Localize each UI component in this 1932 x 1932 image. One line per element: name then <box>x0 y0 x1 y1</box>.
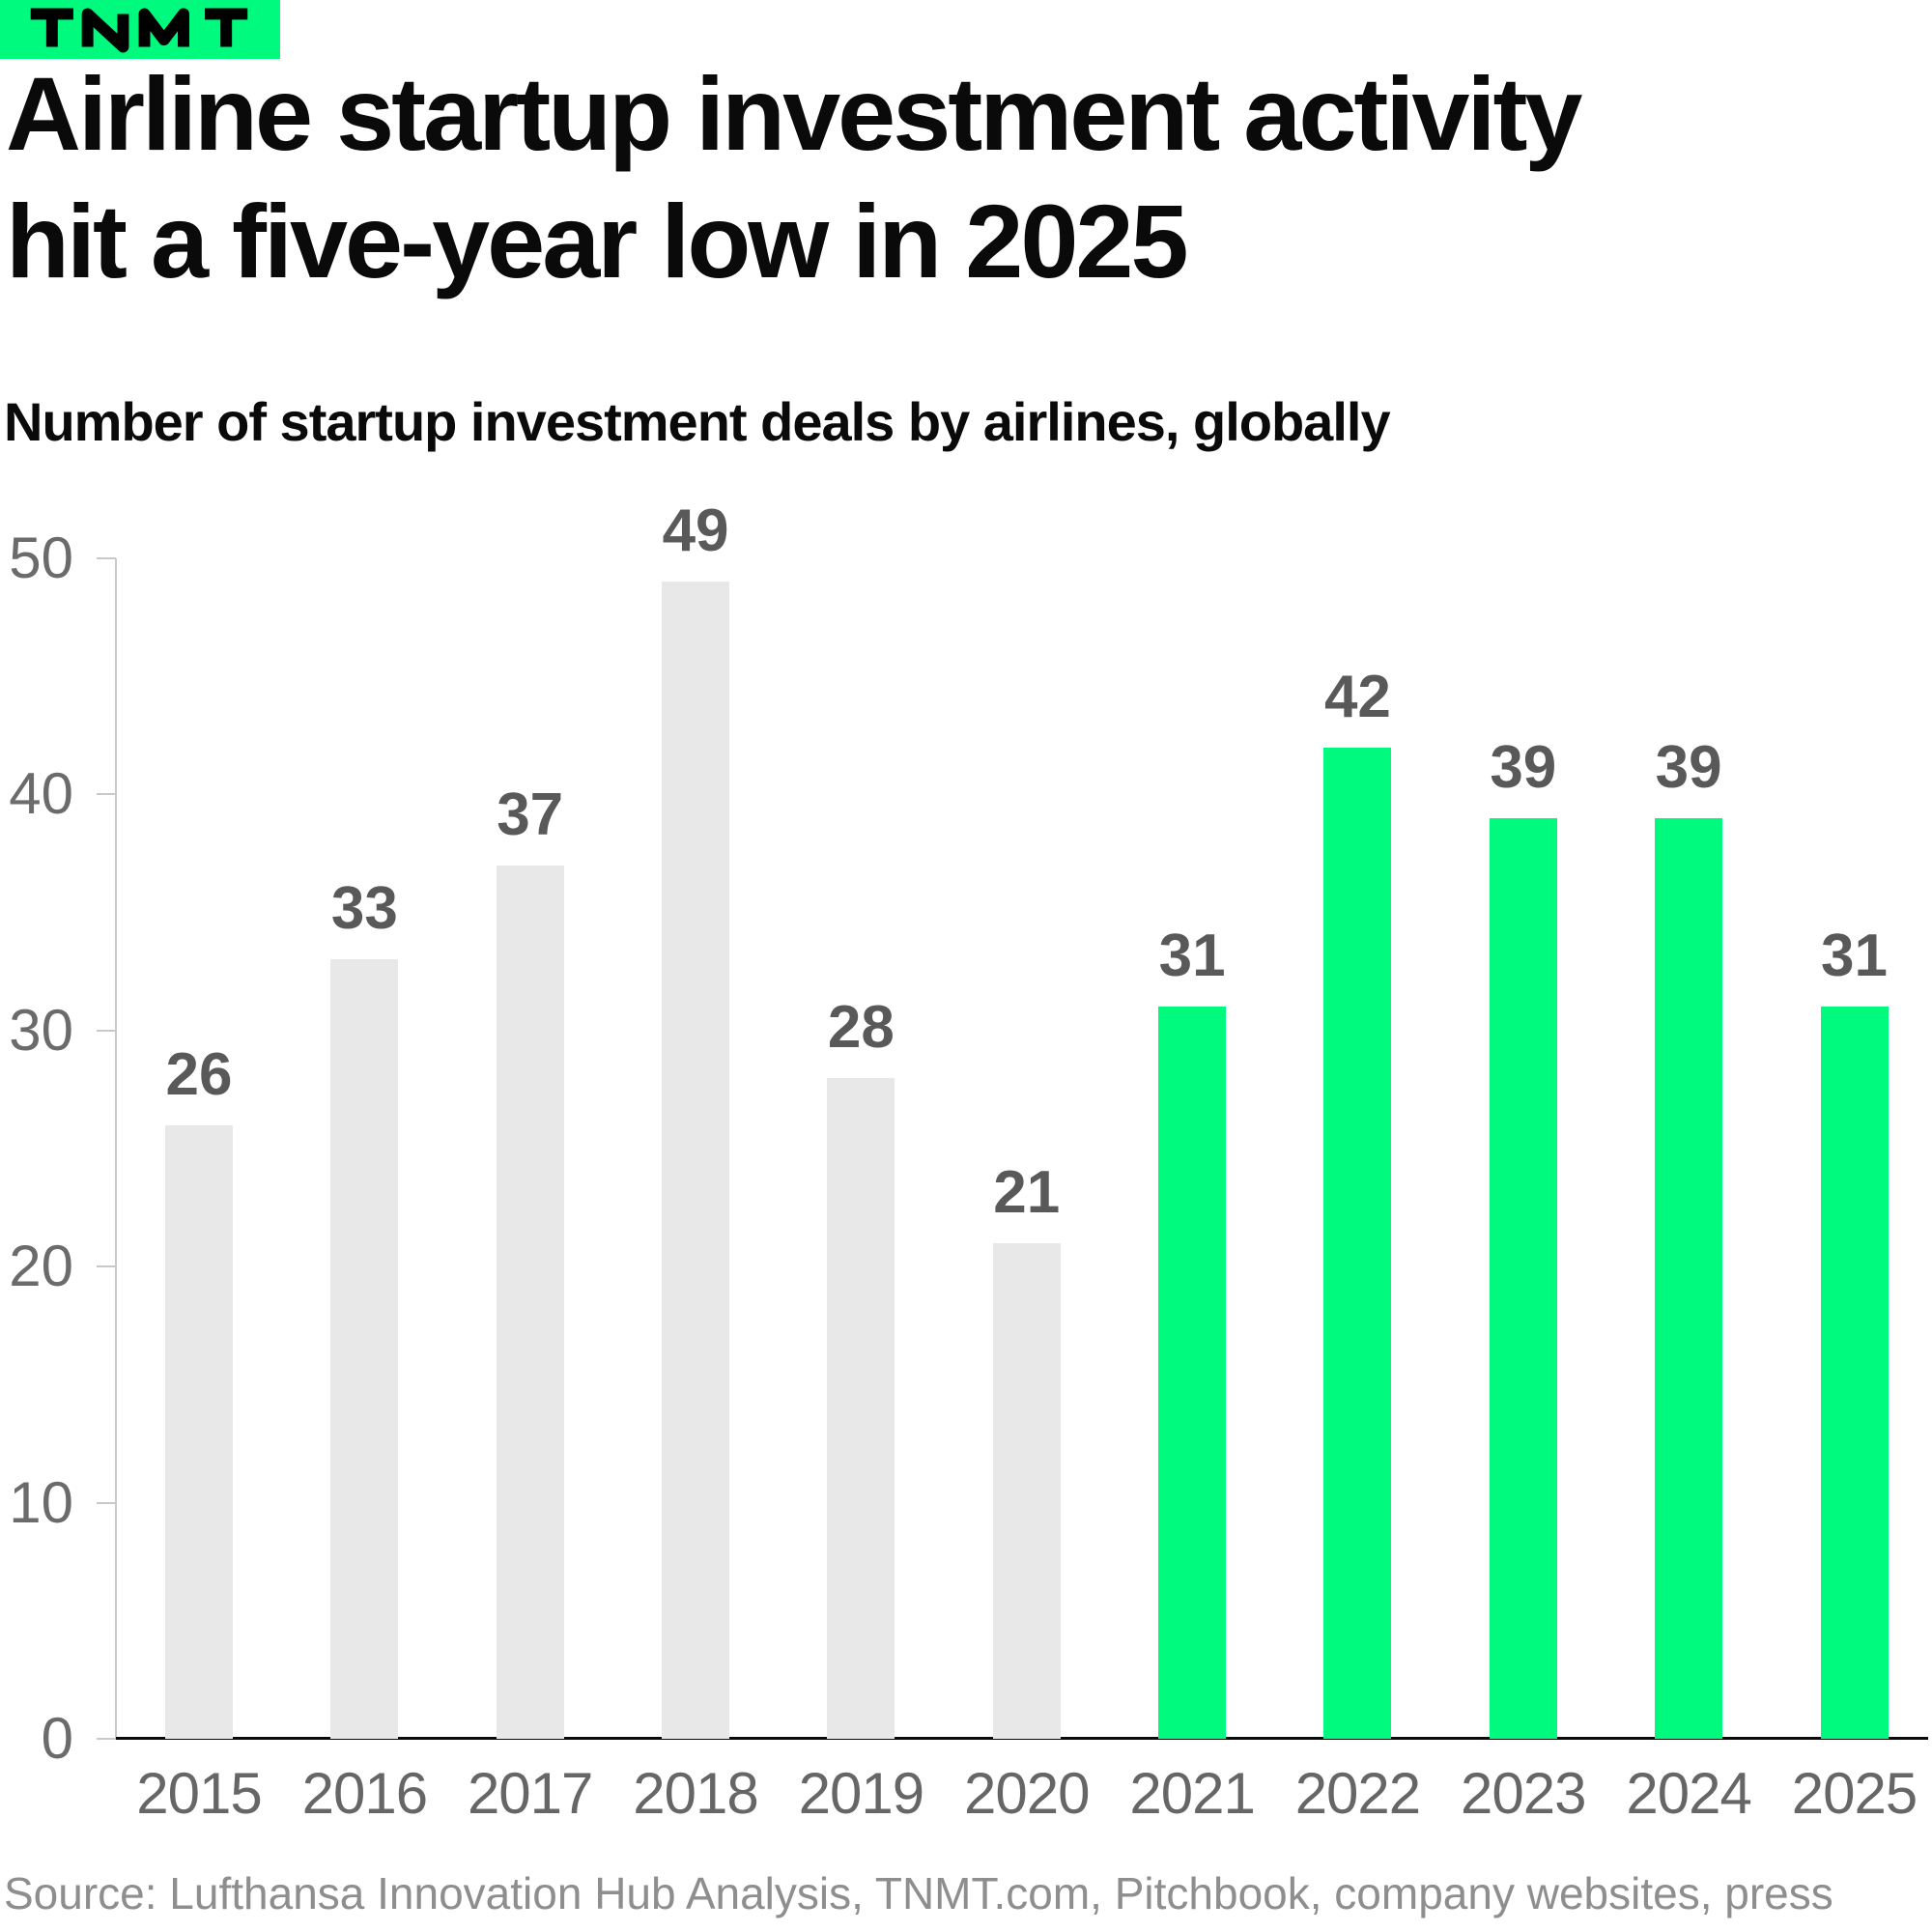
y-tick <box>97 1501 116 1504</box>
bar-value-label: 42 <box>1323 663 1391 730</box>
x-tick-label: 2020 <box>964 1761 1090 1826</box>
y-tick <box>97 1738 116 1740</box>
y-tick <box>97 1265 116 1268</box>
y-tick-label: 0 <box>41 1706 73 1771</box>
bar-2021 <box>1158 1007 1227 1739</box>
bar-value-label: 39 <box>1655 733 1722 801</box>
bar-2024 <box>1655 817 1723 1739</box>
bar-2017 <box>496 865 564 1739</box>
x-tick-label: 2015 <box>136 1761 262 1826</box>
chart-subtitle: Number of startup investment deals by ai… <box>4 391 1391 452</box>
x-tick-label: 2024 <box>1626 1761 1751 1826</box>
bar-2022 <box>1323 747 1392 1739</box>
x-tick-label: 2016 <box>301 1761 428 1826</box>
y-tick <box>97 1029 116 1032</box>
x-tick-label: 2018 <box>633 1761 758 1826</box>
source-note: Source: Lufthansa Innovation Hub Analysi… <box>4 1868 1833 1918</box>
bar-2016 <box>330 959 399 1739</box>
x-tick-label: 2017 <box>467 1761 593 1826</box>
bar-2020 <box>992 1242 1061 1739</box>
page-title-line-2: hit a five-year low in 2025 <box>6 183 1189 299</box>
bar-value-label: 26 <box>165 1040 233 1108</box>
y-tick-label: 10 <box>9 1469 73 1535</box>
y-tick <box>97 557 116 559</box>
y-tick <box>97 793 116 796</box>
tnmt-logo <box>30 7 248 52</box>
x-tick-label: 2019 <box>798 1761 924 1826</box>
x-tick-label: 2025 <box>1791 1761 1918 1826</box>
bar-value-label: 37 <box>497 781 564 848</box>
bar-value-label: 21 <box>993 1158 1061 1226</box>
y-tick-label: 40 <box>9 761 73 827</box>
y-axis-line <box>115 558 117 1739</box>
x-tick-label: 2022 <box>1294 1761 1421 1826</box>
y-tick-label: 30 <box>9 997 73 1063</box>
bar-2019 <box>827 1077 895 1739</box>
bar-value-label: 49 <box>662 497 729 565</box>
bar-value-label: 39 <box>1490 733 1557 801</box>
y-tick-label: 50 <box>9 526 73 590</box>
bar-2015 <box>165 1124 233 1739</box>
bar-value-label: 31 <box>1158 923 1226 990</box>
y-tick-label: 20 <box>9 1234 73 1299</box>
x-tick-label: 2021 <box>1129 1761 1255 1826</box>
page-title: Airline startup investment activity hit a… <box>6 50 1909 305</box>
page-title-line-1: Airline startup investment activity <box>6 55 1582 172</box>
brand-badge <box>0 0 280 59</box>
bar-2025 <box>1820 1007 1889 1739</box>
bar-value-label: 31 <box>1821 923 1888 990</box>
bar-value-label: 28 <box>827 993 895 1061</box>
bar-2023 <box>1489 817 1557 1739</box>
x-tick-label: 2023 <box>1461 1761 1586 1826</box>
bar-value-label: 33 <box>330 875 398 943</box>
bar-2018 <box>662 582 730 1739</box>
